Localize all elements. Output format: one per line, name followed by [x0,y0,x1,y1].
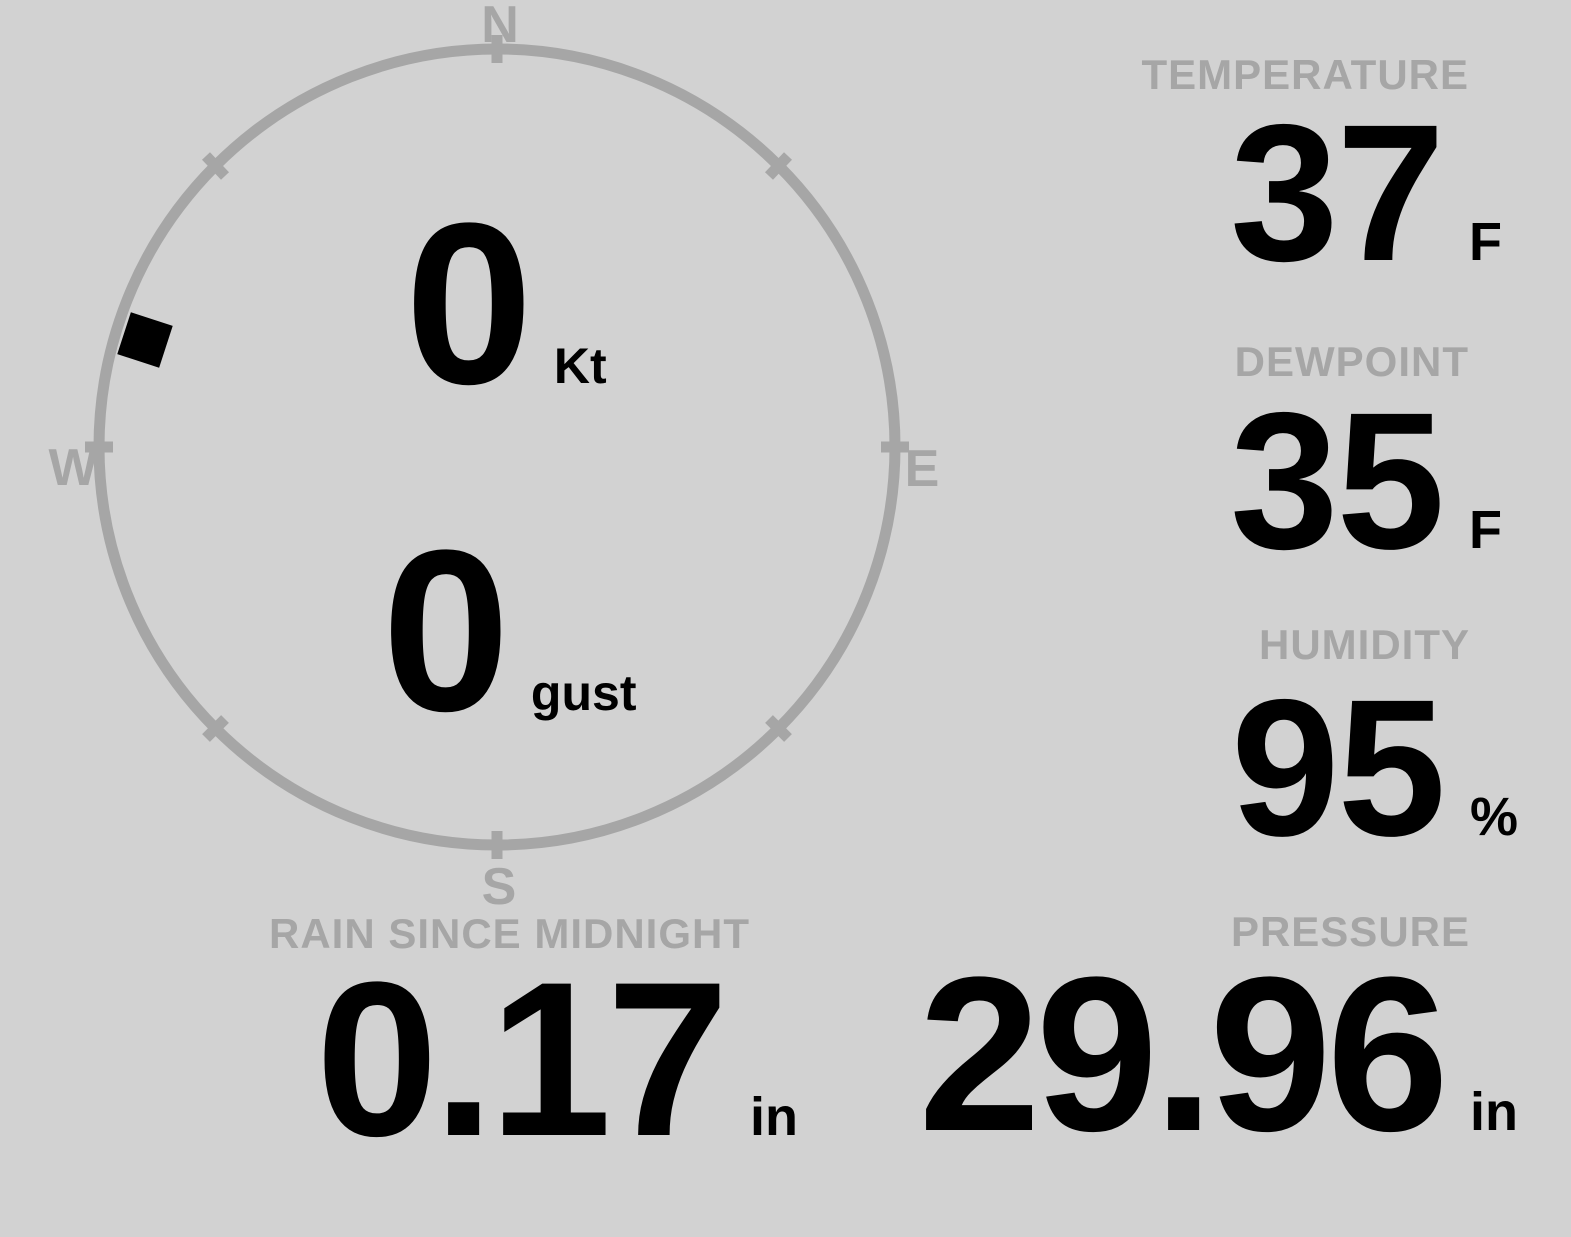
wind-gust-unit: gust [530,665,637,721]
pressure-unit: in [1470,1082,1518,1142]
compass-tick-northwest [202,152,229,180]
compass-tick-southwest [202,715,229,742]
rain-label: RAIN SINCE MIDNIGHT [269,910,750,957]
compass-label-east: E [905,440,940,498]
dewpoint-value-row: 35 F [1230,372,1502,590]
rain-value-row: 0.17 in [269,936,798,1182]
wind-direction-marker-icon [117,312,173,368]
wind-gust-value: 0 [382,502,510,759]
temperature-value-row: 37 F [1141,84,1502,302]
pressure-value: 29.96 [918,931,1449,1177]
compass-tick-northeast [765,152,792,180]
rain-unit: in [750,1087,798,1147]
wind-speed-group: 0 Kt [405,189,607,419]
pressure-metric: PRESSURE 29.96 in [918,908,1518,1177]
dewpoint-value: 35 [1230,372,1445,590]
dewpoint-unit: F [1469,500,1502,560]
humidity-unit: % [1470,787,1519,847]
temperature-value: 37 [1230,84,1445,302]
humidity-value-row: 95 % [1231,659,1519,877]
temperature-metric: TEMPERATURE 37 F [1141,51,1502,302]
humidity-label: HUMIDITY [1259,621,1470,668]
humidity-metric: HUMIDITY 95 % [1231,621,1519,877]
wind-compass: N E S W [48,0,940,916]
rain-value: 0.17 [315,936,729,1182]
temperature-unit: F [1469,212,1502,272]
compass-label-south: S [482,858,517,916]
pressure-value-row: 29.96 in [918,931,1518,1177]
compass-tick-southeast [765,715,792,742]
rain-metric: RAIN SINCE MIDNIGHT 0.17 in [269,910,798,1182]
compass-label-north: N [481,0,519,54]
dewpoint-label: DEWPOINT [1234,338,1469,385]
compass-label-west: W [48,439,98,497]
pressure-label: PRESSURE [1230,908,1470,955]
humidity-value: 95 [1231,659,1446,877]
temperature-label: TEMPERATURE [1141,51,1469,98]
wind-speed-value: 0 [405,175,533,432]
wind-speed-unit: Kt [553,338,607,394]
wind-gust-group: 0 gust [382,516,636,746]
dewpoint-metric: DEWPOINT 35 F [1230,338,1502,590]
